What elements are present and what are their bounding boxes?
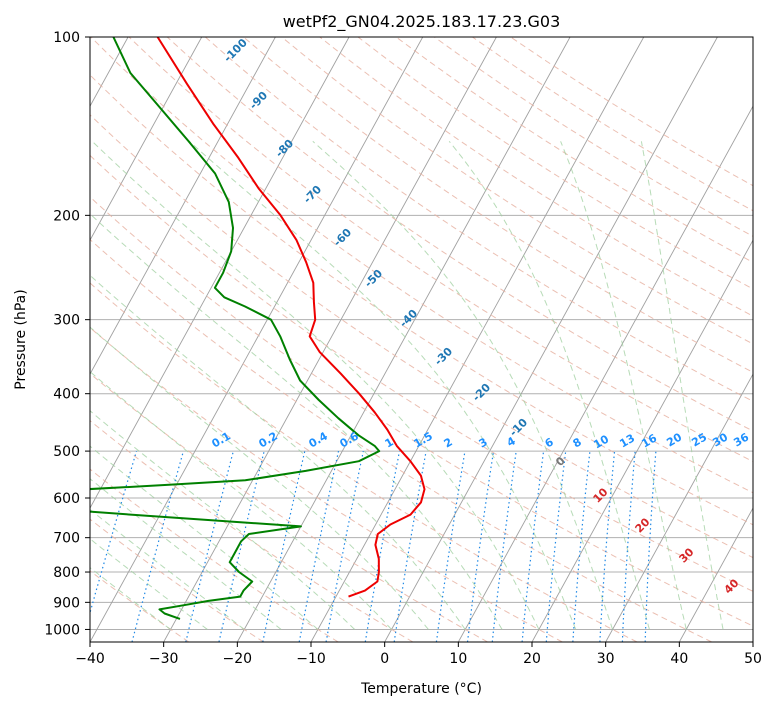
mixing-ratio-lines bbox=[90, 450, 657, 642]
isotherm-line bbox=[605, 373, 753, 642]
x-tick-label: 10 bbox=[449, 651, 467, 667]
y-tick-label: 100 bbox=[53, 30, 80, 46]
dry-adiabat-line bbox=[319, 37, 753, 317]
moist-adiabat-line bbox=[90, 370, 392, 630]
isotherm-line bbox=[90, 37, 350, 509]
moist-adiabat-line bbox=[90, 567, 171, 630]
dry-adiabat-line bbox=[90, 372, 488, 642]
mixing-ratio-line bbox=[90, 450, 138, 615]
mixing-ratio-line bbox=[393, 450, 427, 642]
x-tick-label: −20 bbox=[223, 651, 253, 667]
y-tick-label: 200 bbox=[53, 208, 80, 224]
moist-adiabat-line bbox=[448, 140, 650, 630]
dry-adiabat-line bbox=[90, 327, 563, 642]
moist-adiabat-line bbox=[90, 445, 319, 630]
y-tick-label: 900 bbox=[53, 595, 80, 611]
dry-adiabat-line bbox=[243, 37, 753, 373]
x-axis-ticks: −40 −30 −20 −10 0 10 20 30 40 50 bbox=[75, 642, 762, 667]
y-tick-label: 1000 bbox=[44, 622, 80, 638]
isotherm-line bbox=[90, 37, 203, 242]
dry-adiabat-line bbox=[90, 282, 638, 642]
y-tick-label: 300 bbox=[53, 313, 80, 329]
isotherm-gridlines bbox=[90, 37, 753, 642]
dry-adiabat-line bbox=[90, 196, 753, 627]
moist-adiabat-line bbox=[90, 538, 208, 630]
isotherm-line bbox=[457, 105, 753, 642]
isotherm-line bbox=[384, 37, 718, 642]
dewpoint-curve bbox=[90, 37, 381, 620]
moist-adiabat-line bbox=[90, 326, 429, 630]
dry-adiabats bbox=[90, 37, 753, 642]
isotherm-line bbox=[90, 37, 424, 642]
dry-adiabat-line bbox=[90, 114, 753, 559]
moist-adiabat-line bbox=[188, 140, 577, 630]
y-tick-label: 800 bbox=[53, 565, 80, 581]
x-tick-label: 30 bbox=[597, 651, 615, 667]
dry-adiabat-line bbox=[90, 238, 712, 642]
x-tick-label: 40 bbox=[670, 651, 688, 667]
mixing-ratio-line bbox=[325, 450, 364, 642]
moist-adiabat-line bbox=[640, 141, 724, 630]
temperature-curve bbox=[156, 37, 426, 598]
x-tick-label: −30 bbox=[149, 651, 179, 667]
isotherm-line bbox=[310, 37, 645, 642]
isotherm-line bbox=[90, 37, 276, 376]
dry-adiabat-line bbox=[166, 37, 753, 432]
isotherm-line bbox=[163, 37, 497, 642]
mixing-ratio-line bbox=[435, 450, 466, 642]
mixing-ratio-line bbox=[298, 450, 340, 642]
dry-adiabat-line bbox=[90, 570, 190, 642]
y-tick-label: 400 bbox=[53, 387, 80, 403]
moist-adiabat-line bbox=[90, 274, 466, 630]
mixing-ratio-line bbox=[572, 451, 591, 642]
mixing-ratio-line bbox=[466, 451, 495, 642]
mixing-ratio-line bbox=[599, 451, 616, 642]
mixing-ratio-line bbox=[364, 450, 401, 642]
mixing-ratio-line bbox=[491, 451, 517, 642]
y-tick-label: 500 bbox=[53, 444, 80, 460]
x-tick-label: 0 bbox=[380, 651, 389, 667]
dry-adiabat-line bbox=[357, 37, 753, 290]
moist-adiabat-line bbox=[91, 140, 540, 630]
plot-frame bbox=[89, 36, 754, 643]
x-tick-label: −10 bbox=[296, 651, 326, 667]
mixing-ratio-line bbox=[621, 451, 636, 642]
dry-adiabat-line bbox=[90, 420, 414, 642]
x-tick-label: 50 bbox=[744, 651, 762, 667]
y-axis-ticks: 100 200 300 400 500 600 700 800 900 1000 bbox=[44, 30, 90, 638]
sounding-curves bbox=[90, 37, 426, 620]
mixing-ratio-line bbox=[545, 451, 567, 642]
moist-adiabats bbox=[90, 140, 724, 630]
y-axis-label: Pressure (hPa) bbox=[13, 289, 29, 389]
moist-adiabat-line bbox=[560, 141, 687, 630]
dry-adiabat-line bbox=[204, 37, 753, 402]
mixing-ratio-line bbox=[644, 451, 657, 642]
x-tick-label: −40 bbox=[75, 651, 105, 667]
dry-adiabat-line bbox=[90, 74, 753, 526]
moist-adiabat-line bbox=[90, 410, 356, 630]
moist-adiabat-line bbox=[90, 478, 282, 630]
isotherm-line bbox=[678, 507, 753, 642]
moist-adiabat-line bbox=[312, 140, 614, 630]
dry-adiabat-line bbox=[90, 154, 753, 592]
mixing-ratio-line bbox=[521, 451, 545, 642]
moist-adiabat-line bbox=[90, 508, 245, 630]
isotherm-line bbox=[531, 239, 753, 642]
y-tick-label: 600 bbox=[53, 491, 80, 507]
isotherm-line bbox=[236, 37, 571, 642]
chart-title: wetPf2_GN04.2025.183.17.23.G03 bbox=[283, 12, 561, 32]
x-axis-label: Temperature (°C) bbox=[360, 681, 482, 697]
x-tick-label: 20 bbox=[523, 651, 541, 667]
dry-adiabat-line bbox=[90, 518, 264, 642]
y-tick-label: 700 bbox=[53, 531, 80, 547]
